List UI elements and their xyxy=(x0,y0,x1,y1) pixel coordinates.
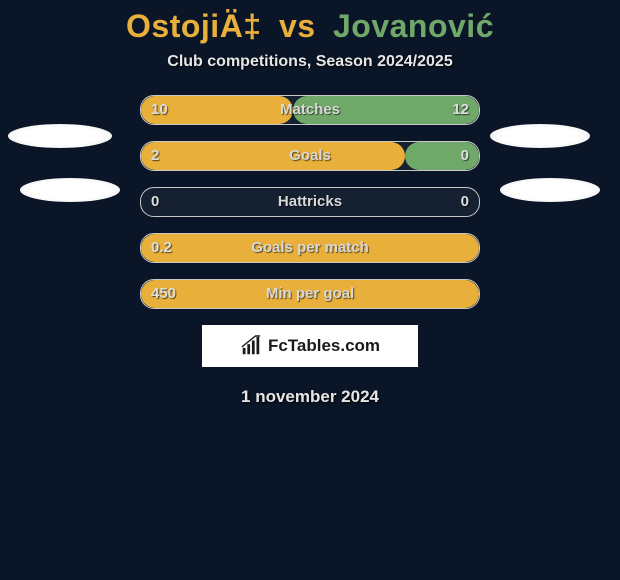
logo-text: FcTables.com xyxy=(268,336,380,356)
stat-label: Goals xyxy=(141,142,479,170)
stat-row: Goals per match0.2 xyxy=(140,233,480,263)
stat-row: Min per goal450 xyxy=(140,279,480,309)
stats-container: Matches1012Goals20Hattricks00Goals per m… xyxy=(140,95,480,309)
decorative-ellipse xyxy=(20,178,120,202)
left-value: 2 xyxy=(151,142,159,170)
left-value: 0 xyxy=(151,188,159,216)
stat-label: Min per goal xyxy=(141,280,479,308)
vs-separator: vs xyxy=(279,8,316,44)
stat-label: Matches xyxy=(141,96,479,124)
player1-name: OstojiÄ‡ xyxy=(126,8,262,44)
stat-label: Hattricks xyxy=(141,188,479,216)
decorative-ellipse xyxy=(8,124,112,148)
left-value: 0.2 xyxy=(151,234,172,262)
player2-name: Jovanović xyxy=(333,8,494,44)
page-title: OstojiÄ‡ vs Jovanović xyxy=(0,0,620,45)
subtitle: Club competitions, Season 2024/2025 xyxy=(0,53,620,71)
stat-row: Matches10 12 xyxy=(140,95,480,125)
right-value: 0 xyxy=(461,188,469,216)
date-text: 1 november 2024 xyxy=(0,387,620,407)
stat-label: Goals per match xyxy=(141,234,479,262)
left-value: 450 xyxy=(151,280,176,308)
stat-row: Goals2 0 xyxy=(140,141,480,171)
right-value: 0 xyxy=(461,142,469,170)
left-value: 10 xyxy=(151,96,168,124)
chart-icon xyxy=(240,335,262,357)
decorative-ellipse xyxy=(500,178,600,202)
decorative-ellipse xyxy=(490,124,590,148)
fctables-logo[interactable]: FcTables.com xyxy=(202,325,418,367)
stat-row: Hattricks0 0 xyxy=(140,187,480,217)
right-value: 12 xyxy=(452,96,469,124)
